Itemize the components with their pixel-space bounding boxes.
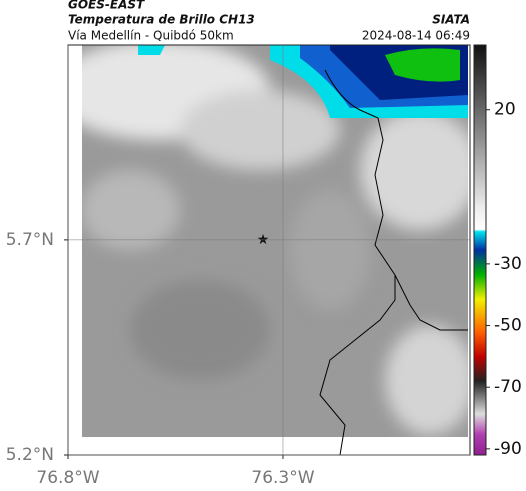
timestamp: 2024-08-14 06:49 <box>362 29 470 43</box>
colorbar-tick-label: 20 <box>494 100 516 120</box>
y-tick-label: 5.2°N <box>6 445 54 465</box>
y-tick-label: 5.7°N <box>6 230 54 250</box>
agency: SIATA <box>432 13 470 27</box>
x-tick-label: 76.8°W <box>36 468 99 488</box>
border <box>319 69 468 456</box>
colorbar-tick-label: -50 <box>494 316 522 336</box>
colorbar-tick-label: -30 <box>494 254 522 274</box>
colorbar-tick-label: -90 <box>494 439 522 459</box>
satellite-image <box>82 45 468 437</box>
title: Temperatura de Brillo CH13 <box>68 13 255 27</box>
source: GOES-EAST <box>68 0 145 12</box>
x-tick-label: 76.3°W <box>251 468 314 488</box>
subtitle: Vía Medellín - Quibdó 50km <box>68 29 234 43</box>
colorbar-tick-label: -70 <box>494 377 522 397</box>
colorbar <box>473 44 487 456</box>
